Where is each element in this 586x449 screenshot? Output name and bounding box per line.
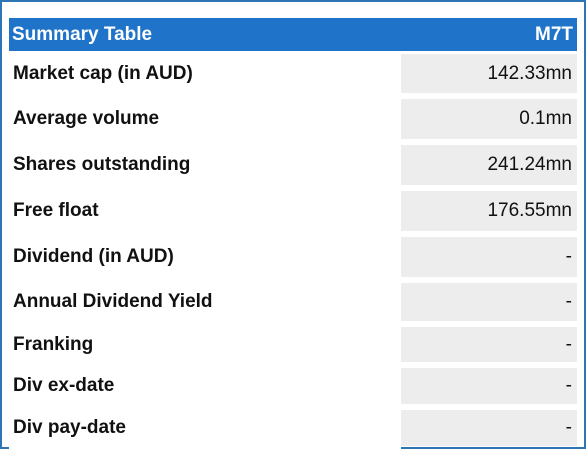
table-row: Free float 176.55mn bbox=[9, 188, 577, 234]
table-row: Div pay-date - bbox=[9, 407, 577, 449]
row-value: 241.24mn bbox=[401, 145, 577, 185]
row-value: - bbox=[401, 410, 577, 446]
row-label: Market cap (in AUD) bbox=[9, 51, 401, 96]
table-row: Annual Dividend Yield - bbox=[9, 280, 577, 324]
row-label: Shares outstanding bbox=[9, 142, 401, 188]
row-label: Div ex-date bbox=[9, 365, 401, 407]
table-row: Div ex-date - bbox=[9, 365, 577, 407]
row-label: Free float bbox=[9, 188, 401, 234]
row-value: 142.33mn bbox=[401, 54, 577, 93]
row-value: 0.1mn bbox=[401, 99, 577, 139]
row-label: Average volume bbox=[9, 96, 401, 142]
row-value: - bbox=[401, 368, 577, 404]
row-value: - bbox=[401, 327, 577, 362]
table-row: Franking - bbox=[9, 324, 577, 365]
table-title: Summary Table bbox=[12, 23, 153, 45]
row-label: Franking bbox=[9, 324, 401, 365]
table-row: Average volume 0.1mn bbox=[9, 96, 577, 142]
row-label: Div pay-date bbox=[9, 407, 401, 449]
ticker-code: M7T bbox=[535, 23, 573, 45]
row-value: - bbox=[401, 237, 577, 277]
row-value: - bbox=[401, 283, 577, 321]
row-label: Annual Dividend Yield bbox=[9, 280, 401, 324]
table-row: Dividend (in AUD) - bbox=[9, 234, 577, 280]
table-header: Summary Table M7T bbox=[9, 18, 577, 51]
row-label: Dividend (in AUD) bbox=[9, 234, 401, 280]
table-row: Market cap (in AUD) 142.33mn bbox=[9, 51, 577, 96]
table-row: Shares outstanding 241.24mn bbox=[9, 142, 577, 188]
row-value: 176.55mn bbox=[401, 191, 577, 231]
